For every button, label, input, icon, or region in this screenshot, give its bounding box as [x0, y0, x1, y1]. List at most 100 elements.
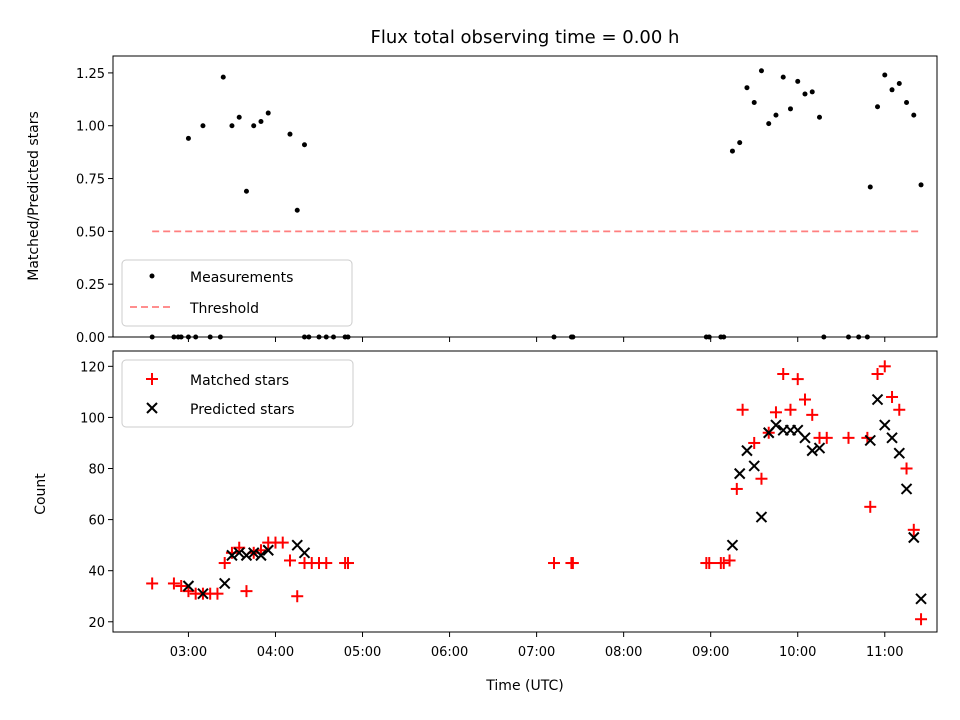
predicted-star-point [218, 577, 231, 590]
measurement-point [780, 74, 786, 80]
legend-measurements-marker [149, 273, 155, 279]
measurement-point [816, 114, 822, 120]
matched-star-point [748, 436, 761, 449]
measurement-point [737, 140, 743, 146]
measurement-point [867, 184, 873, 190]
measurement-point [729, 148, 735, 154]
bottom-y-axis-label: Count [33, 473, 49, 515]
measurement-point [896, 80, 902, 86]
measurement-point [758, 68, 764, 74]
measurement-point [220, 74, 226, 80]
top-y-tick-label: 1.00 [76, 120, 105, 135]
bottom-x-tick-label: 09:00 [692, 645, 729, 660]
matched-star-point [871, 367, 884, 380]
matched-star-point [240, 585, 253, 598]
measurement-point [773, 112, 779, 118]
bottom-x-ticks: 03:00 04:00 05:00 06:00 07:00 08:00 09:00 10:00… [170, 632, 904, 660]
bottom-y-tick-label: 60 [88, 514, 105, 529]
predicted-star-point [233, 547, 245, 559]
matched-star-point [784, 403, 797, 416]
bottom-marks [146, 360, 928, 626]
matched-star-point [566, 557, 579, 570]
predicted-star-point [726, 539, 739, 551]
matched-star-point [878, 360, 891, 373]
matched-star-point [842, 431, 855, 444]
predicted-star-point [733, 467, 746, 480]
predicted-star-point [741, 444, 753, 457]
measurement-point [251, 123, 257, 129]
matched-star-point [548, 557, 561, 570]
measurement-point [200, 123, 206, 129]
bottom-x-tick-label: 05:00 [344, 645, 381, 660]
top-y-tick-label: 0.00 [76, 331, 105, 346]
top-y-ticks: 0.00 0.25 0.50 0.75 1.00 1.25 [76, 67, 886, 346]
matched-star-point [736, 403, 749, 416]
matched-star-point [225, 546, 238, 559]
matched-star-point [146, 577, 159, 590]
predicted-star-point [240, 549, 253, 562]
bottom-y-tick-label: 20 [88, 616, 105, 631]
chart-title: Flux total observing time = 0.00 h [371, 27, 680, 48]
bottom-y-tick-label: 80 [88, 463, 105, 478]
bottom-y-tick-label: 100 [80, 411, 105, 426]
matched-star-point [276, 536, 289, 549]
measurement-point [766, 121, 772, 127]
matched-star-point [703, 557, 716, 570]
matched-star-point [893, 403, 906, 416]
bottom-x-tick-label: 06:00 [431, 645, 468, 660]
measurement-point [889, 87, 895, 93]
measurement-point [236, 114, 242, 120]
bottom-x-tick-label: 03:00 [170, 645, 207, 660]
measurement-point [809, 89, 815, 95]
measurement-point [185, 135, 191, 141]
matched-star-point [755, 472, 768, 485]
predicted-star-point [298, 547, 311, 559]
measurement-point [229, 123, 235, 129]
predicted-star-point [886, 432, 898, 444]
matched-star-point [175, 580, 188, 593]
predicted-star-point [806, 444, 818, 457]
measurement-point [918, 182, 924, 188]
predicted-star-point [864, 434, 876, 447]
matched-star-point [777, 367, 790, 380]
measurement-point [258, 118, 264, 124]
predicted-star-point [908, 531, 920, 544]
x-axis-label: Time (UTC) [485, 678, 563, 694]
bottom-x-tick-label: 07:00 [518, 645, 555, 660]
matched-star-point [723, 554, 736, 567]
predicted-star-point [893, 447, 905, 459]
predicted-star-point [770, 419, 782, 431]
matched-star-point [907, 523, 920, 536]
legend-predicted-marker [146, 402, 158, 414]
bottom-plot-frame [112, 350, 938, 633]
matched-star-point [864, 500, 877, 513]
measurement-point [265, 110, 271, 116]
matched-star-point [886, 390, 899, 403]
predicted-star-point [799, 432, 811, 444]
predicted-star-point [248, 547, 260, 559]
bottom-x-tick-label: 11:00 [866, 645, 903, 660]
measurement-point [875, 104, 881, 110]
top-legend: Measurements Threshold [121, 259, 353, 327]
matched-star-point [717, 557, 730, 570]
predicted-star-point [748, 460, 760, 472]
legend-matched-marker [146, 373, 158, 385]
bottom-y-ticks: 20 40 60 80 100 120 [80, 360, 113, 631]
measurement-point [904, 99, 910, 105]
legend-matched-label: Matched stars [190, 373, 289, 389]
matched-star-point [320, 557, 333, 570]
measurement-point [795, 78, 801, 84]
bottom-legend: Matched stars Predicted stars [121, 359, 354, 428]
predicted-star-point [197, 587, 209, 600]
measurement-point [294, 207, 300, 213]
bottom-y-tick-label: 40 [88, 565, 105, 580]
matched-star-point [820, 431, 833, 444]
matched-star-point [798, 393, 811, 406]
matched-star-point [218, 557, 231, 570]
measurement-point [911, 112, 917, 118]
matched-star-point [915, 613, 928, 626]
matched-star-point [283, 554, 296, 567]
measurement-point [287, 131, 293, 137]
matched-star-point [791, 373, 804, 386]
